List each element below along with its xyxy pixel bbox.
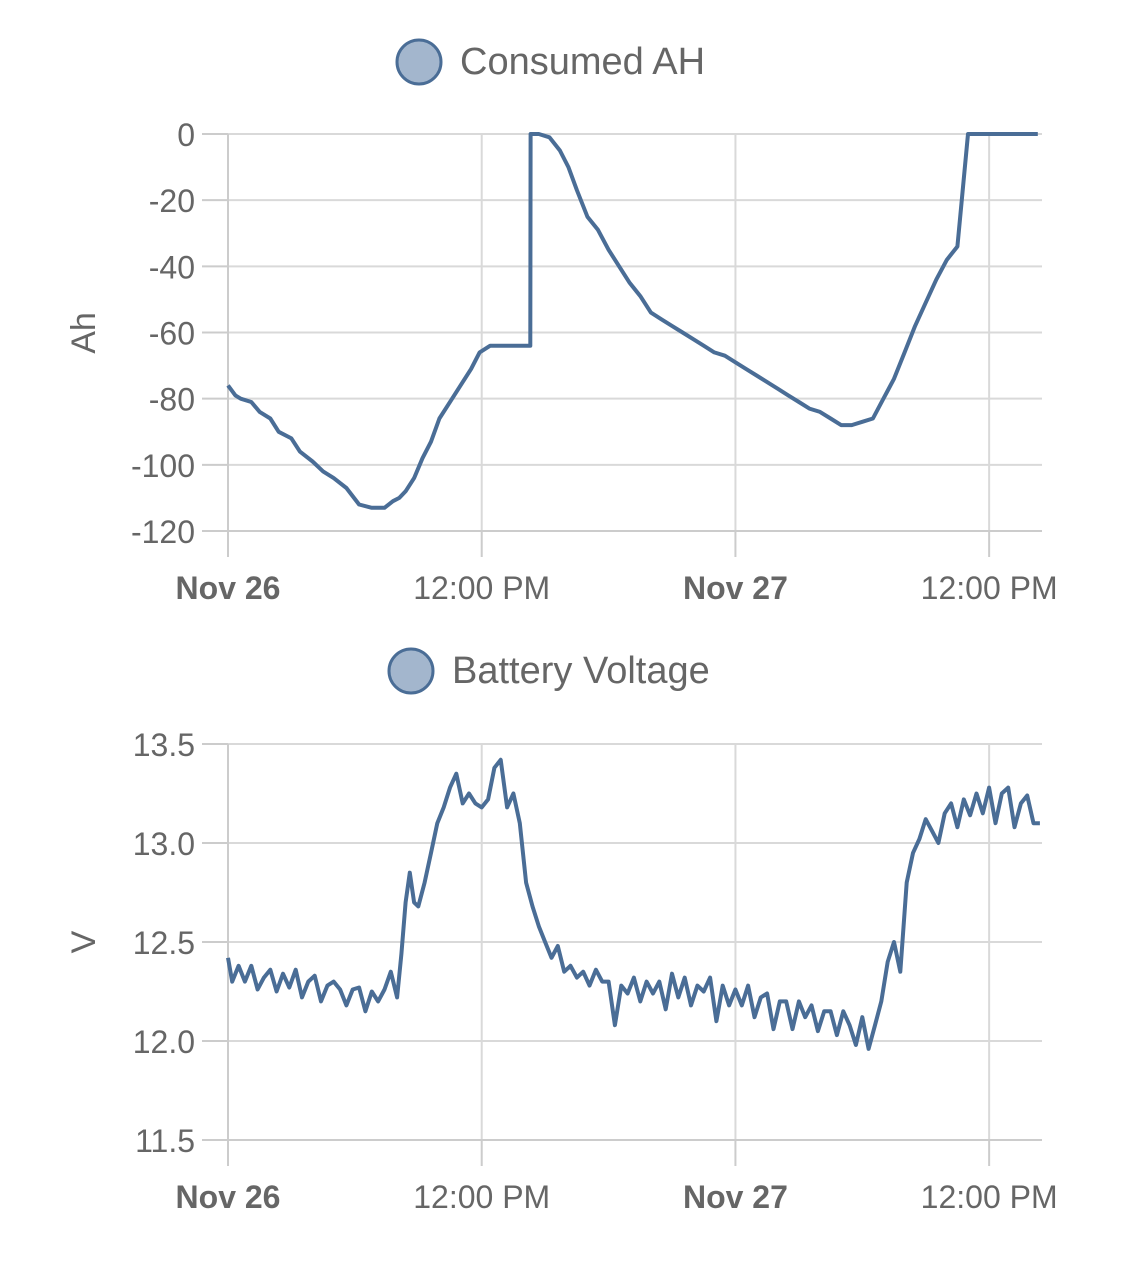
grid: [227, 743, 1042, 1166]
x-tick-label: 12:00 PM: [921, 1179, 1058, 1215]
x-ticks: Nov 26 12:00 PM Nov 27 12:00 PM: [176, 1140, 1058, 1215]
y-tick-label: -20: [149, 183, 195, 219]
y-tick-label: 0: [177, 117, 195, 153]
consumed-ah-chart: Consumed AH Ah 0 -20 -40 -60 -80 -100 -120 Nov…: [65, 38, 1058, 606]
x-tick-label: Nov 27: [683, 570, 788, 606]
legend-marker: [387, 647, 435, 695]
x-tick-label: Nov 27: [683, 1179, 788, 1215]
y-tick-label: 12.5: [133, 925, 195, 961]
plot-area: [226, 757, 1040, 1051]
y-tick-label: -40: [149, 249, 195, 285]
y-tick-label: -80: [149, 382, 195, 418]
y-axis-label: V: [65, 930, 103, 953]
y-tick-label: 11.5: [135, 1123, 195, 1159]
y-ticks: 0 -20 -40 -60 -80 -100 -120: [131, 117, 228, 550]
x-tick-label: Nov 26: [176, 1179, 281, 1215]
y-tick-label: -60: [149, 316, 195, 352]
x-tick-label: 12:00 PM: [413, 1179, 550, 1215]
y-tick-label: 13.0: [133, 826, 195, 862]
battery-voltage-chart: Battery Voltage V 13.5 13.0 12.5 12.0 11.5 N…: [65, 647, 1058, 1215]
legend[interactable]: Battery Voltage: [387, 647, 710, 695]
series-line: [226, 757, 1040, 1051]
y-axis-label: Ah: [65, 312, 103, 354]
x-tick-label: 12:00 PM: [921, 570, 1058, 606]
plot-area: [226, 132, 1038, 510]
y-tick-label: 13.5: [133, 727, 195, 763]
y-ticks: 13.5 13.0 12.5 12.0 11.5: [133, 727, 228, 1159]
legend-label: Battery Voltage: [452, 650, 710, 692]
x-tick-label: Nov 26: [176, 570, 281, 606]
grid: [227, 133, 1042, 557]
y-tick-label: -100: [131, 448, 195, 484]
legend-marker: [395, 38, 443, 86]
x-tick-label: 12:00 PM: [413, 570, 550, 606]
y-tick-label: -120: [131, 514, 195, 550]
series-line: [226, 132, 1038, 510]
legend[interactable]: Consumed AH: [395, 38, 705, 86]
y-tick-label: 12.0: [133, 1024, 195, 1060]
legend-label: Consumed AH: [460, 41, 705, 83]
x-ticks: Nov 26 12:00 PM Nov 27 12:00 PM: [176, 531, 1058, 606]
